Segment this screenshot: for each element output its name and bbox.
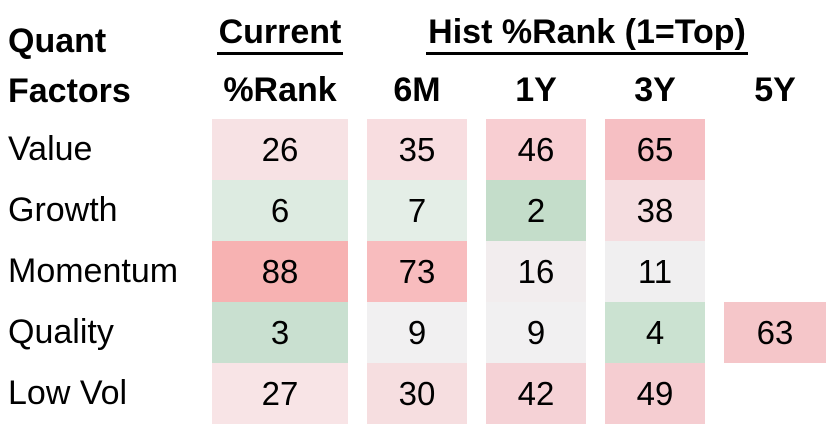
- row-label-growth: Growth: [8, 191, 118, 229]
- row-label-momentum: Momentum: [8, 252, 179, 290]
- cell-lowvol-5y: [724, 363, 826, 424]
- row-label-lowvol: Low Vol: [8, 374, 128, 412]
- column-group-current-label: Current: [216, 14, 344, 55]
- column-group-hist: Hist %Rank (1=Top): [367, 14, 807, 56]
- cell-quality-3y: 4: [605, 302, 705, 363]
- cell-value-current: 26: [212, 119, 348, 180]
- column-header-3y: 3Y: [634, 71, 676, 109]
- cell-lowvol-current: 27: [212, 363, 348, 424]
- cell-growth-6m: 7: [367, 180, 467, 241]
- cell-momentum-current: 88: [212, 241, 348, 302]
- cell-lowvol-1y: 42: [486, 363, 586, 424]
- cell-value-5y: [724, 119, 826, 180]
- cell-quality-5y: 63: [724, 302, 826, 363]
- column-header-5y: 5Y: [754, 71, 796, 109]
- cell-quality-current: 3: [212, 302, 348, 363]
- column-header-1y: 1Y: [515, 71, 557, 109]
- cell-lowvol-6m: 30: [367, 363, 467, 424]
- row-header-title-line2: Factors: [8, 72, 131, 110]
- cell-quality-1y: 9: [486, 302, 586, 363]
- cell-lowvol-3y: 49: [605, 363, 705, 424]
- cell-growth-1y: 2: [486, 180, 586, 241]
- cell-value-1y: 46: [486, 119, 586, 180]
- cell-momentum-6m: 73: [367, 241, 467, 302]
- cell-momentum-3y: 11: [605, 241, 705, 302]
- row-label-value: Value: [8, 130, 93, 168]
- cell-quality-6m: 9: [367, 302, 467, 363]
- column-group-current: Current: [212, 14, 348, 56]
- cell-momentum-5y: [724, 241, 826, 302]
- cell-value-3y: 65: [605, 119, 705, 180]
- column-group-hist-label: Hist %Rank (1=Top): [426, 14, 748, 55]
- row-header-title-line1: Quant: [8, 22, 107, 60]
- cell-value-6m: 35: [367, 119, 467, 180]
- cell-momentum-1y: 16: [486, 241, 586, 302]
- row-label-quality: Quality: [8, 313, 114, 351]
- cell-growth-current: 6: [212, 180, 348, 241]
- column-header-pctrank: %Rank: [223, 71, 337, 109]
- column-header-6m: 6M: [393, 71, 441, 109]
- cell-growth-5y: [724, 180, 826, 241]
- cell-growth-3y: 38: [605, 180, 705, 241]
